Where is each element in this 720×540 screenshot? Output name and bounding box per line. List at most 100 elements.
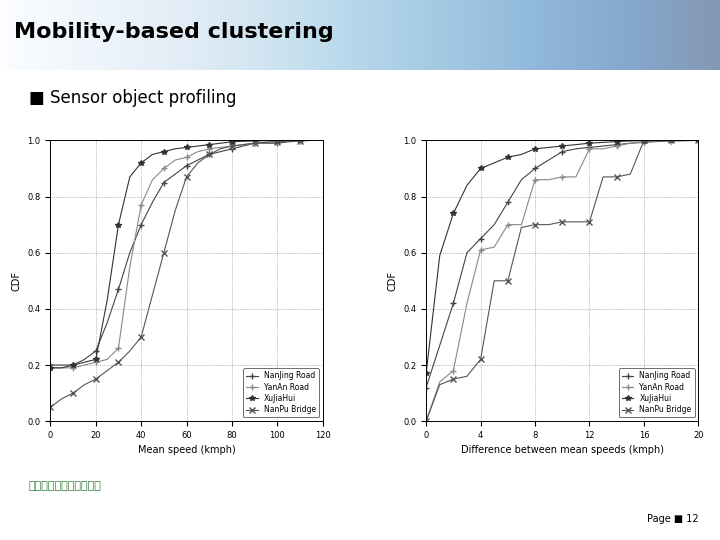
- NanPu Bridge: [284, 138, 293, 144]
- YanAn Road: [653, 138, 662, 144]
- NanPu Bridge: [80, 381, 89, 388]
- YanAn Road: [307, 137, 315, 144]
- XuJiaHui: [572, 141, 580, 148]
- Line: YanAn Road: YanAn Road: [48, 138, 314, 370]
- Line: YanAn Road: YanAn Road: [423, 138, 701, 424]
- NanPu Bridge: [626, 171, 634, 177]
- NanPu Bridge: [544, 221, 553, 228]
- NanJing Road: [114, 286, 123, 293]
- NanPu Bridge: [137, 334, 145, 340]
- NanPu Bridge: [148, 292, 157, 298]
- XuJiaHui: [125, 174, 134, 180]
- NanPu Bridge: [463, 373, 472, 380]
- XuJiaHui: [46, 364, 55, 371]
- NanJing Road: [58, 362, 66, 368]
- YanAn Road: [261, 139, 270, 146]
- NanJing Road: [531, 165, 539, 172]
- NanJing Road: [103, 320, 112, 326]
- NanJing Road: [46, 362, 55, 368]
- NanJing Road: [148, 199, 157, 205]
- NanJing Road: [422, 384, 431, 391]
- NanJing Road: [544, 157, 553, 163]
- XuJiaHui: [205, 141, 214, 148]
- Text: Mobility-based clustering: Mobility-based clustering: [14, 22, 334, 42]
- NanJing Road: [449, 300, 458, 307]
- XuJiaHui: [182, 144, 191, 151]
- NanPu Bridge: [436, 381, 444, 388]
- YanAn Road: [80, 362, 89, 368]
- NanPu Bridge: [182, 174, 191, 180]
- NanPu Bridge: [216, 146, 225, 152]
- XuJiaHui: [171, 146, 179, 152]
- NanJing Road: [194, 157, 202, 163]
- NanPu Bridge: [160, 249, 168, 256]
- XuJiaHui: [422, 370, 431, 377]
- YanAn Road: [148, 177, 157, 183]
- XuJiaHui: [80, 359, 89, 366]
- YanAn Road: [599, 146, 608, 152]
- NanJing Road: [694, 137, 703, 144]
- YanAn Road: [626, 140, 634, 146]
- Line: XuJiaHui: XuJiaHui: [48, 138, 302, 370]
- YanAn Road: [284, 138, 293, 144]
- YanAn Road: [558, 174, 567, 180]
- NanJing Road: [436, 342, 444, 349]
- NanPu Bridge: [694, 137, 703, 144]
- YanAn Road: [544, 177, 553, 183]
- XuJiaHui: [261, 138, 270, 144]
- XuJiaHui: [58, 364, 66, 371]
- XuJiaHui: [194, 143, 202, 149]
- YanAn Road: [296, 138, 305, 144]
- NanJing Road: [517, 177, 526, 183]
- XuJiaHui: [626, 138, 634, 144]
- NanJing Road: [239, 143, 248, 149]
- NanJing Road: [137, 221, 145, 228]
- NanPu Bridge: [490, 278, 498, 284]
- XuJiaHui: [114, 221, 123, 228]
- XuJiaHui: [544, 144, 553, 151]
- XuJiaHui: [148, 151, 157, 158]
- XuJiaHui: [69, 362, 78, 368]
- NanPu Bridge: [228, 143, 236, 149]
- YanAn Road: [239, 141, 248, 148]
- XuJiaHui: [103, 297, 112, 303]
- XuJiaHui: [517, 151, 526, 158]
- NanJing Road: [667, 138, 675, 144]
- NanPu Bridge: [273, 138, 282, 145]
- XuJiaHui: [599, 139, 608, 146]
- NanPu Bridge: [572, 219, 580, 225]
- YanAn Road: [69, 364, 78, 371]
- NanJing Road: [463, 249, 472, 256]
- X-axis label: Difference between mean speeds (kmph): Difference between mean speeds (kmph): [461, 446, 664, 455]
- XuJiaHui: [613, 138, 621, 145]
- NanJing Road: [680, 138, 689, 144]
- YanAn Road: [667, 138, 675, 144]
- NanJing Road: [80, 356, 89, 363]
- NanJing Road: [228, 146, 236, 152]
- NanPu Bridge: [680, 137, 689, 144]
- Y-axis label: CDF: CDF: [387, 271, 397, 291]
- Text: ■ Sensor object profiling: ■ Sensor object profiling: [29, 89, 236, 107]
- NanPu Bridge: [613, 174, 621, 180]
- NanPu Bridge: [114, 359, 123, 366]
- YanAn Road: [205, 146, 214, 152]
- YanAn Road: [251, 140, 259, 146]
- XuJiaHui: [436, 252, 444, 259]
- YanAn Road: [449, 367, 458, 374]
- NanJing Road: [503, 199, 512, 205]
- XuJiaHui: [667, 137, 675, 144]
- NanPu Bridge: [667, 137, 675, 144]
- YanAn Road: [476, 247, 485, 253]
- Line: XuJiaHui: XuJiaHui: [423, 138, 701, 376]
- YanAn Road: [182, 154, 191, 160]
- NanJing Road: [599, 143, 608, 149]
- NanPu Bridge: [585, 219, 594, 225]
- NanPu Bridge: [558, 219, 567, 225]
- NanPu Bridge: [639, 137, 648, 144]
- XuJiaHui: [653, 137, 662, 144]
- NanJing Road: [69, 362, 78, 368]
- XuJiaHui: [558, 143, 567, 149]
- XuJiaHui: [91, 356, 100, 363]
- NanPu Bridge: [125, 348, 134, 354]
- NanPu Bridge: [503, 278, 512, 284]
